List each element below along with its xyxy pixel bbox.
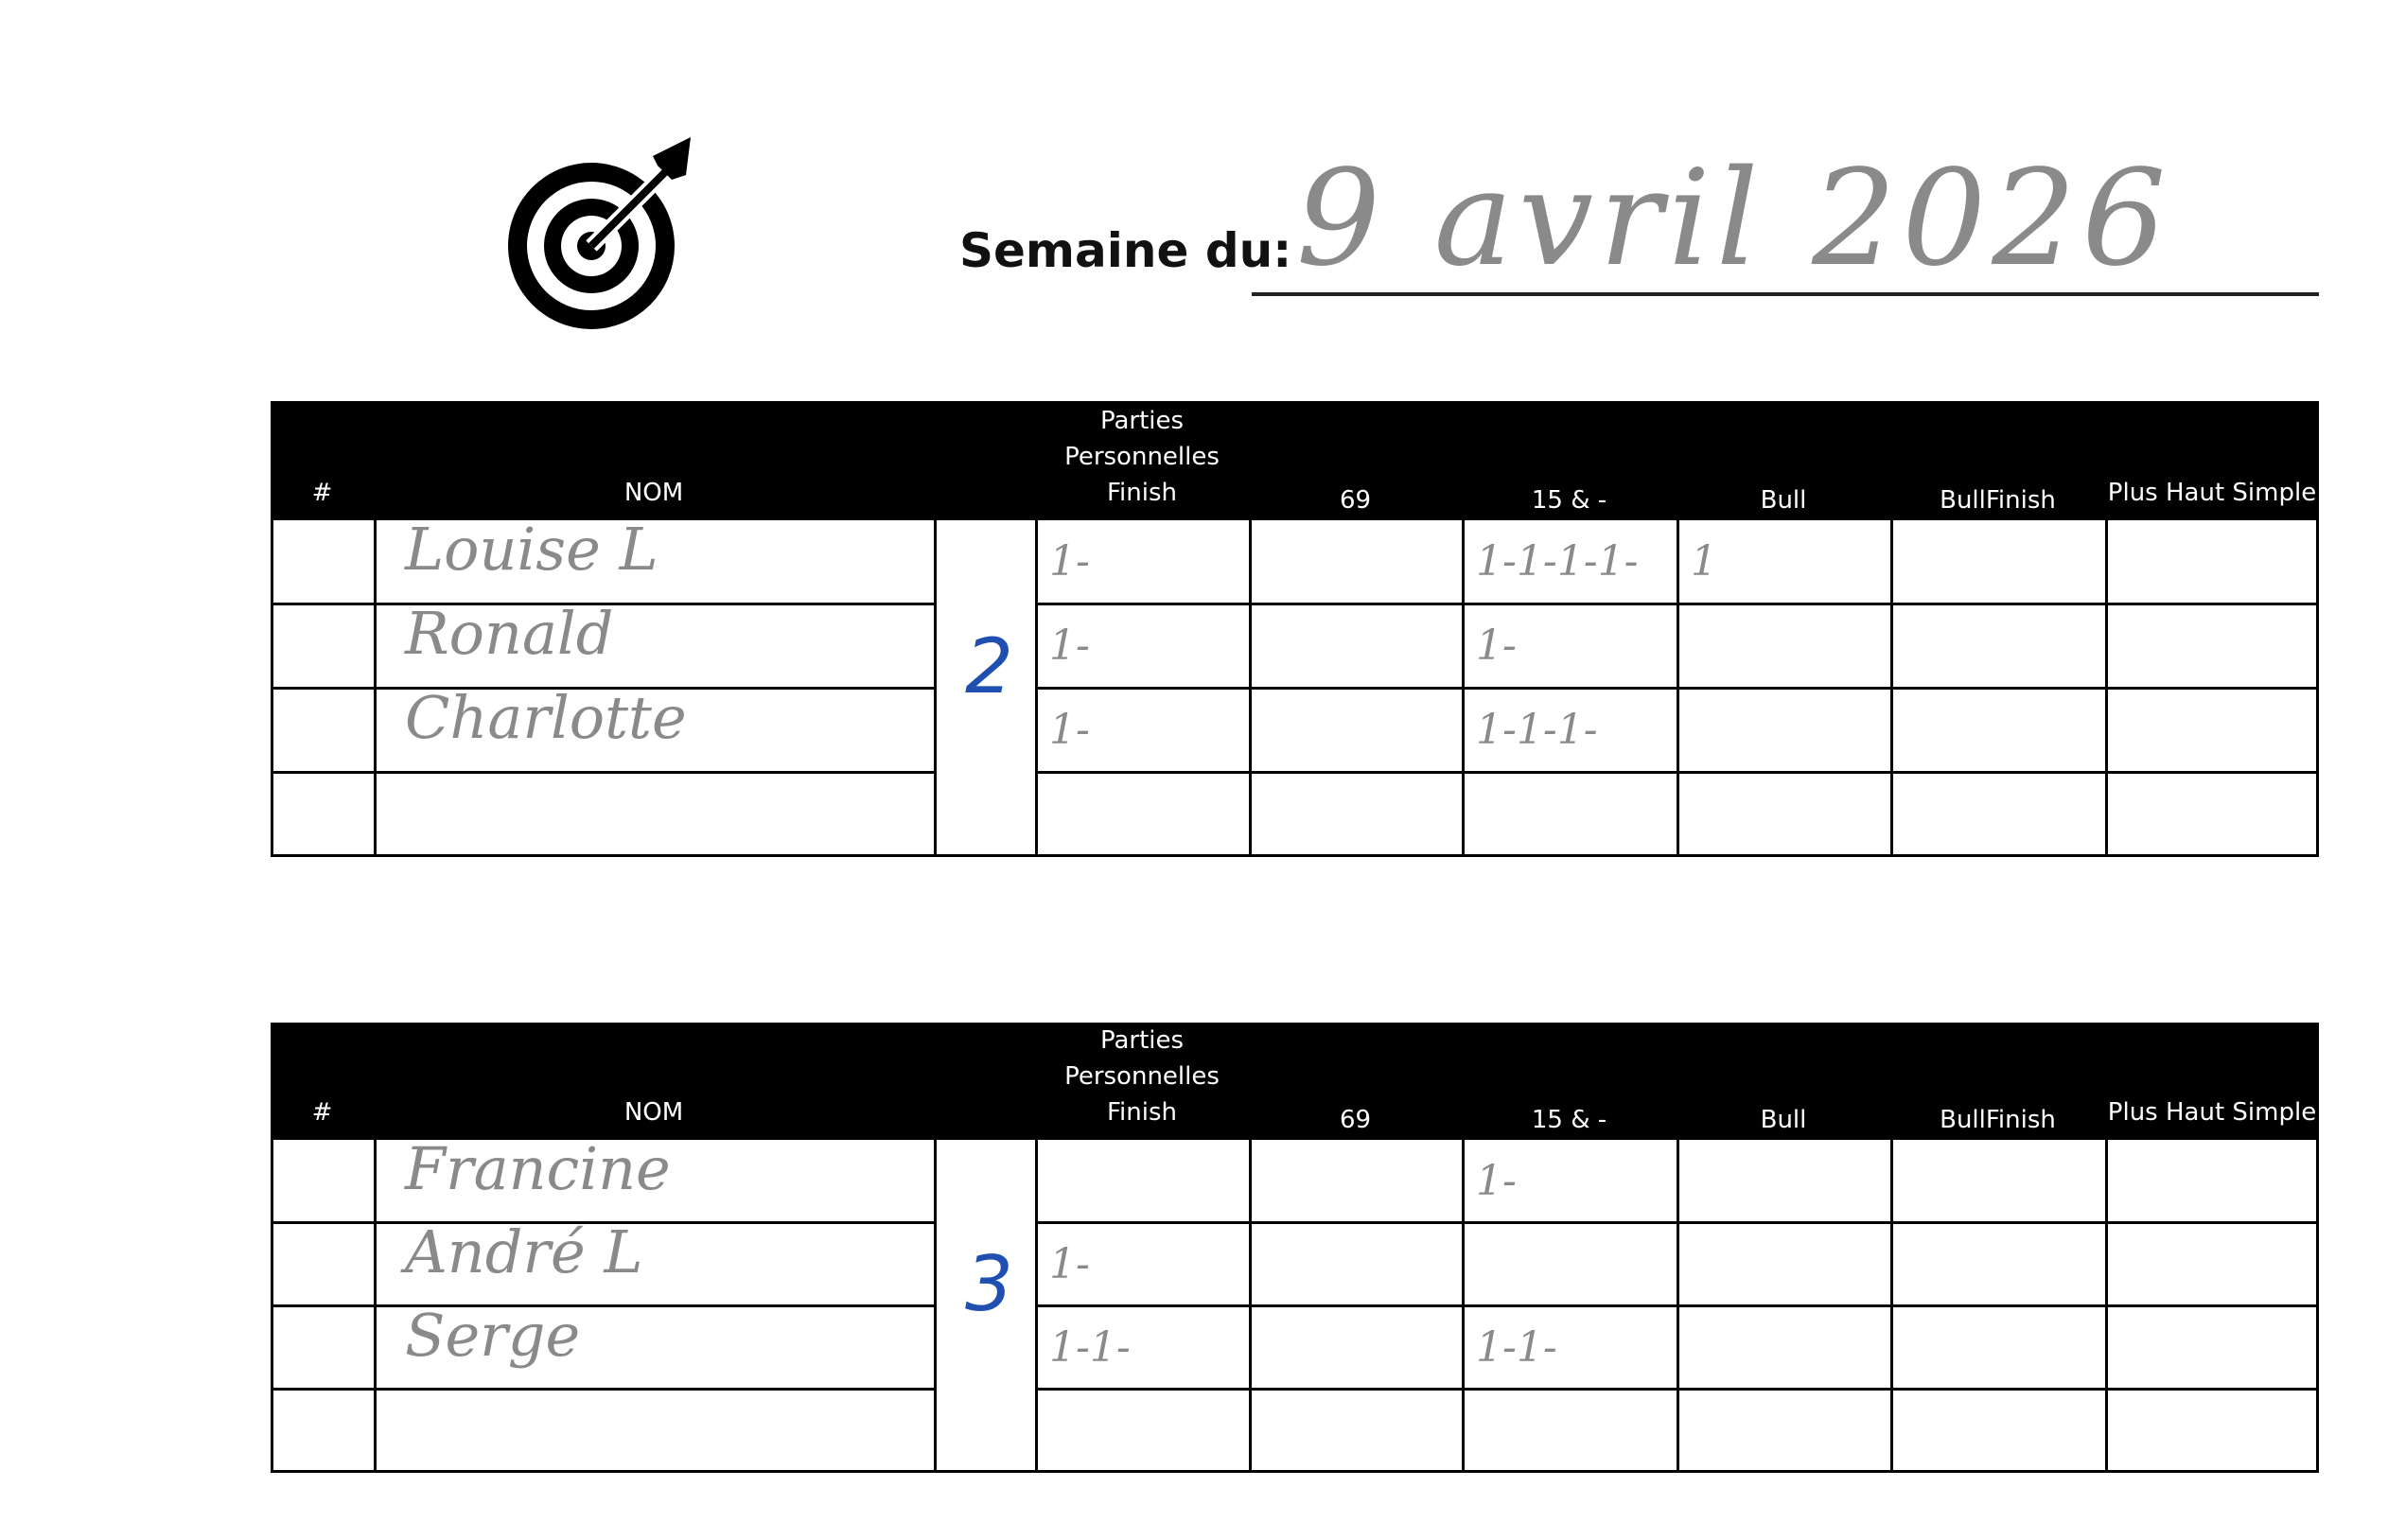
cell-parties[interactable]: 1-	[1049, 706, 1090, 754]
row-divider	[273, 687, 934, 690]
week-date-handwritten[interactable]: 9 avril 2026	[1296, 142, 2172, 296]
column-divider	[934, 1140, 937, 1470]
column-header: 69	[1339, 1106, 1372, 1134]
row-divider	[1038, 1221, 2316, 1224]
cell-s15[interactable]: 1-	[1476, 1157, 1517, 1205]
column-header: 15 & -	[1531, 1106, 1607, 1134]
row-divider	[273, 1221, 934, 1224]
column-divider	[934, 520, 937, 854]
table-header: # NOM Parties Personnelles Finish 69 15 & - B…	[271, 401, 2319, 520]
cell-name[interactable]: Charlotte	[405, 683, 687, 752]
column-divider	[1035, 520, 1038, 854]
cell-name[interactable]: Serge	[405, 1301, 581, 1370]
week-label: Semaine du:	[959, 223, 1292, 278]
column-header: BullFinish	[1940, 486, 2056, 515]
group-number: 3	[965, 1240, 1013, 1328]
column-header: #	[311, 479, 333, 507]
cell-s15[interactable]: 1-	[1476, 621, 1517, 670]
row-divider	[1038, 603, 2316, 605]
group-number: 2	[965, 622, 1013, 710]
row-divider	[273, 603, 934, 605]
cell-s15[interactable]: 1-1-1-1-	[1476, 537, 1639, 586]
cell-parties[interactable]: 1-	[1049, 537, 1090, 586]
row-divider	[273, 771, 934, 774]
cell-parties[interactable]: 1-1-	[1049, 1323, 1131, 1372]
cell-s15[interactable]: 1-1-1-	[1476, 706, 1598, 754]
cell-parties[interactable]: 1-	[1049, 621, 1090, 670]
column-header: Parties Personnelles Finish	[1064, 407, 1220, 507]
column-divider	[1035, 1140, 1038, 1470]
cell-s15[interactable]: 1-1-	[1476, 1323, 1557, 1372]
column-header: Plus Haut Simple	[2107, 1098, 2317, 1127]
cell-bull[interactable]: 1	[1691, 537, 1717, 586]
column-header: NOM	[623, 1098, 684, 1127]
table-header: # NOM Parties Personnelles Finish 69 15 & - B…	[271, 1023, 2319, 1140]
row-divider	[1038, 1304, 2316, 1307]
table-body: Louise L 1- 1-1-1-1- 1 Ronald 1- 1- Charlotte 1-…	[271, 515, 2319, 857]
date-underline	[1252, 292, 2319, 296]
target-bullseye-icon	[508, 137, 691, 329]
cell-name[interactable]: Ronald	[405, 599, 614, 668]
row-divider	[1038, 687, 2316, 690]
cell-parties[interactable]: 1-	[1049, 1240, 1090, 1288]
column-header: Parties Personnelles Finish	[1064, 1026, 1220, 1127]
column-header: Plus Haut Simple	[2107, 479, 2317, 507]
column-header: #	[311, 1098, 333, 1127]
row-divider	[273, 1388, 934, 1391]
column-header: 15 & -	[1531, 486, 1607, 515]
table-body: Francine 1- André L 1- Serge 1-1- 1-1- 3	[271, 1134, 2319, 1473]
column-header: BullFinish	[1940, 1106, 2056, 1134]
cell-name[interactable]: Francine	[405, 1134, 671, 1203]
column-header: 69	[1339, 486, 1372, 515]
column-header: Bull	[1760, 1106, 1807, 1134]
row-divider	[1038, 771, 2316, 774]
column-header: Bull	[1760, 486, 1807, 515]
cell-name[interactable]: Louise L	[405, 515, 658, 584]
cell-name[interactable]: André L	[405, 1217, 643, 1286]
row-divider	[1038, 1388, 2316, 1391]
row-divider	[273, 1304, 934, 1307]
column-header: NOM	[623, 479, 684, 507]
